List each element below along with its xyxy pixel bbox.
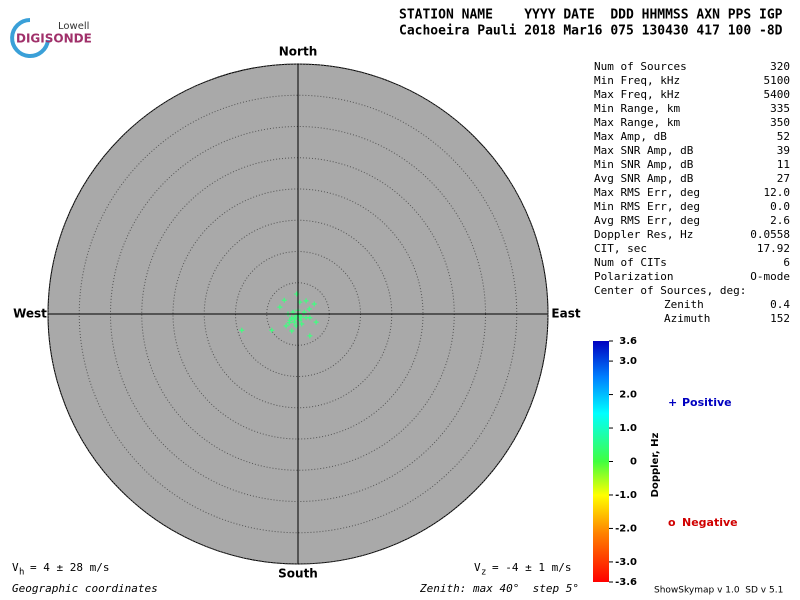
source-point	[313, 319, 319, 325]
source-point	[283, 323, 289, 329]
stat-value: 5400	[764, 88, 791, 101]
stat-value: 5100	[764, 74, 791, 87]
stat-label: Avg RMS Err, deg	[594, 214, 700, 227]
vz-sub: z	[481, 568, 486, 578]
source-point	[277, 304, 283, 310]
logo-arc	[10, 18, 50, 58]
center-value: 0.4	[770, 298, 790, 311]
stat-label: Max RMS Err, deg	[594, 186, 700, 199]
stat-label: Max Freq, kHz	[594, 88, 680, 101]
stat-label: Min Freq, kHz	[594, 74, 680, 87]
stat-value: 320	[770, 60, 790, 73]
stat-label: Min Range, km	[594, 102, 680, 115]
stat-value: 6	[783, 256, 790, 269]
vh-text: = 4 ± 28 m/s	[30, 561, 109, 574]
colorbar-tick-label: 1.0	[619, 423, 637, 434]
stat-label: Min SNR Amp, dB	[594, 158, 694, 171]
source-point	[306, 306, 312, 312]
stat-value: 2.6	[770, 214, 790, 227]
source-point	[299, 321, 305, 327]
direction: North	[279, 45, 317, 59]
source-point	[292, 316, 298, 322]
legend-text: Negative	[682, 516, 738, 529]
legend-symbol: o	[668, 516, 676, 529]
stat-value: 350	[770, 116, 790, 129]
center-label: Zenith	[664, 298, 704, 311]
colorbar-tick-label: 0	[630, 457, 637, 468]
colorbar-tick-label: 3.6	[619, 336, 637, 347]
logo-bottom: DIGISONDE	[16, 32, 92, 46]
stat-value: 0.0558	[750, 228, 790, 241]
center-value: 152	[770, 312, 790, 325]
source-point	[281, 297, 287, 303]
colorbar-tick-label: -2.0	[615, 523, 637, 534]
coords: Geographic coordinates	[12, 582, 158, 595]
stat-label: Num of Sources	[594, 60, 687, 73]
stat-label: Max Amp, dB	[594, 130, 667, 143]
stat-label: Max SNR Amp, dB	[594, 144, 694, 157]
source-point	[269, 327, 275, 333]
vh-symbol: V	[12, 561, 19, 574]
header-line: Cachoeira Pauli 2018 Mar16 075 130430 41…	[399, 24, 783, 39]
colorbar-tick-label: 2.0	[619, 390, 637, 401]
stat-label: CIT, sec	[594, 242, 647, 255]
colorbar-tick-label: -3.0	[615, 557, 637, 568]
vz-symbol: V	[474, 561, 481, 574]
colorbar-tick-label: -3.6	[615, 577, 637, 588]
stat-label: Num of CITs	[594, 256, 667, 269]
source-point	[307, 315, 313, 321]
source-point	[307, 333, 313, 339]
stat-label: Avg SNR Amp, dB	[594, 172, 694, 185]
stat-value: 27	[777, 172, 790, 185]
source-point	[289, 328, 295, 334]
logo-top: Lowell	[58, 21, 89, 32]
stat-value: 17.92	[757, 242, 790, 255]
stat-value: O-mode	[750, 270, 790, 283]
source-point	[287, 317, 293, 323]
legend-symbol: +	[668, 396, 677, 409]
colorbar-label: Doppler, Hz	[650, 433, 661, 498]
stat-value: 12.0	[764, 186, 791, 199]
source-point	[311, 301, 317, 307]
legend-text: Positive	[682, 396, 732, 409]
source-point	[286, 320, 292, 326]
stat-value: 335	[770, 102, 790, 115]
zenith-note: Zenith: max 40° step 5°	[419, 582, 579, 595]
vh-sub: h	[19, 568, 24, 578]
direction: East	[551, 307, 580, 321]
source-point	[239, 327, 245, 333]
stat-label: Max Range, km	[594, 116, 680, 129]
source-point	[303, 298, 309, 304]
colorbar-tick-label: 3.0	[619, 356, 637, 367]
stat-value: 52	[777, 130, 790, 143]
stat-value: 0.0	[770, 200, 790, 213]
stat-value: 11	[777, 158, 790, 171]
stat-value: 39	[777, 144, 790, 157]
center-label: Azimuth	[664, 312, 710, 325]
center-title: Center of Sources, deg:	[594, 284, 746, 297]
source-point	[298, 314, 304, 320]
version: ShowSkymap v 1.0 SD v 5.1	[654, 586, 783, 596]
colorbar	[593, 341, 609, 582]
stat-label: Polarization	[594, 270, 673, 283]
header-line: STATION NAME YYYY DATE DDD HHMMSS AXN PP…	[399, 8, 783, 23]
colorbar-tick-label: -1.0	[615, 490, 637, 501]
direction: South	[278, 567, 318, 581]
source-point	[291, 319, 297, 325]
direction: West	[13, 307, 47, 321]
stat-label: Min RMS Err, deg	[594, 200, 700, 213]
vz-text: = -4 ± 1 m/s	[492, 561, 571, 574]
stat-label: Doppler Res, Hz	[594, 228, 693, 241]
